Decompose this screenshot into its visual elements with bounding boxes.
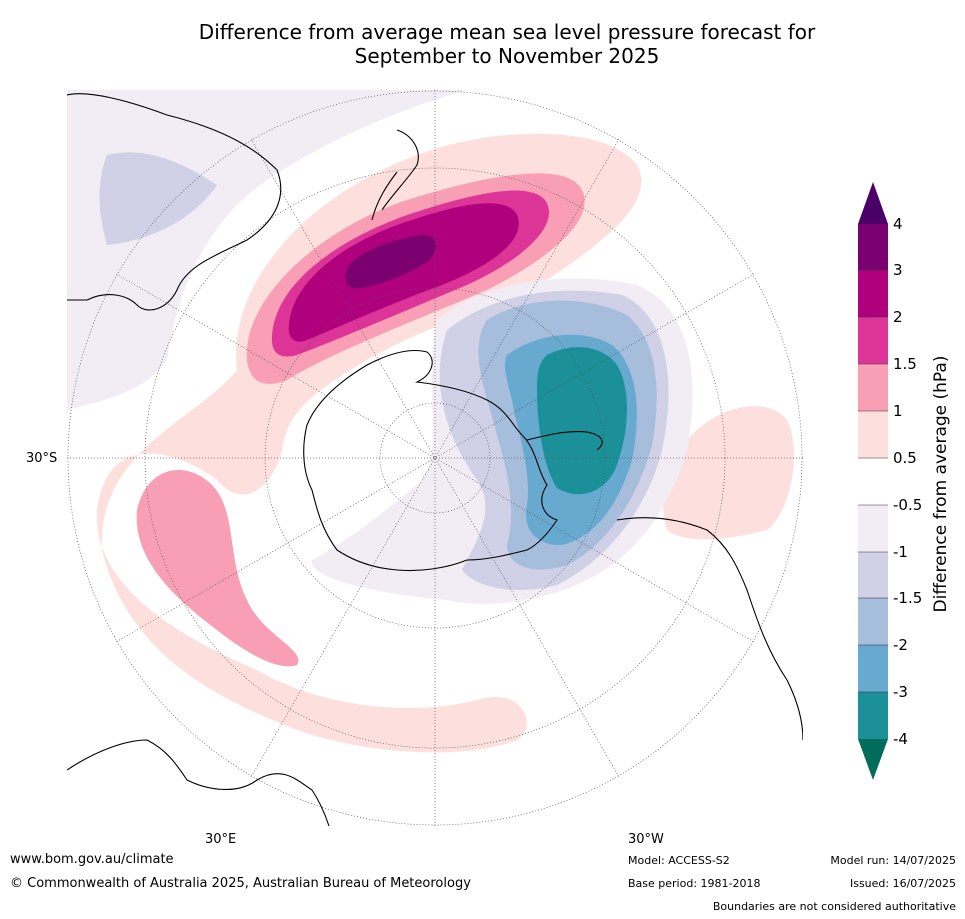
colorbar-bottom-extend: [858, 739, 888, 780]
colorbar-bin-neg15-neg2: [858, 598, 888, 645]
latitude-label: 30°S: [26, 451, 58, 466]
footer-disclaimer: Boundaries are not considered authoritat…: [712, 900, 956, 913]
colorbar-bin-neg1-neg15: [858, 552, 888, 598]
new-zealand-coast: [371, 129, 419, 221]
colorbar-top-extend: [858, 182, 888, 224]
footer-issued: Issued: 16/07/2025: [849, 877, 956, 890]
colorbar-title: Difference from average (hPa): [931, 355, 951, 613]
colorbar-bin-05-1: [858, 411, 888, 458]
title-line-2: September to November 2025: [354, 44, 660, 68]
colorbar-tick-3: 3: [893, 261, 903, 279]
colorbar-tick-4: 4: [893, 215, 903, 233]
footer-model: Model: ACCESS-S2: [628, 854, 730, 867]
colorbar-bin-1-15: [858, 364, 888, 411]
colorbar-bin-neg2-neg3: [858, 645, 888, 692]
polar-map: [67, 90, 803, 826]
anomaly-neg1-australia: [99, 152, 217, 245]
longitude-label-30e: 30°E: [205, 832, 237, 847]
colorbar-tick-neg1-5: -1.5: [893, 589, 923, 607]
colorbar-tick-neg3: -3: [893, 683, 908, 701]
anomaly-fields: [67, 90, 795, 753]
colorbar-bin-neutral: [858, 458, 888, 505]
longitude-label-30w: 30°W: [628, 832, 664, 847]
colorbar-tick-neg4: -4: [893, 730, 908, 748]
coastlines: [67, 93, 803, 826]
graticule: [67, 90, 803, 826]
footer-base-period: Base period: 1981-2018: [628, 877, 761, 890]
title-line-1: Difference from average mean sea level p…: [198, 20, 816, 44]
colorbar-bin-2-3: [858, 270, 888, 317]
anomaly-pos3-nz: [345, 234, 437, 289]
anomaly-pos1-africa: [136, 470, 299, 667]
australia-coast: [67, 93, 282, 311]
colorbar-tick-neg0-5: -0.5: [893, 496, 923, 514]
map-panel: [67, 90, 803, 826]
colorbar-tick-neg2: -2: [893, 636, 908, 654]
colorbar-bin-3-4: [858, 224, 888, 270]
south-america-coast: [616, 517, 803, 741]
antarctica-coast: [303, 349, 558, 572]
colorbar-tick-1-5: 1.5: [893, 355, 917, 373]
colorbar-bin-15-2: [858, 317, 888, 364]
anomaly-neg3-bellingshausen: [537, 347, 627, 495]
africa-coast: [67, 739, 330, 826]
chart-title: Difference from average mean sea level p…: [140, 20, 874, 68]
colorbar-tick-neg1: -1: [893, 543, 908, 561]
colorbar-tick-1: 1: [893, 402, 903, 420]
colorbar: [858, 182, 888, 780]
colorbar-tick-0-5: 0.5: [893, 449, 917, 467]
colorbar-bin-neg3-neg4: [858, 692, 888, 739]
footer-website: www.bom.gov.au/climate: [10, 852, 174, 867]
colorbar-tick-2: 2: [893, 308, 903, 326]
anomaly-pos05-samerica: [663, 406, 795, 540]
footer-copyright: © Commonwealth of Australia 2025, Austra…: [10, 876, 471, 891]
footer-model-run: Model run: 14/07/2025: [830, 854, 956, 867]
antarctic-peninsula-coast: [526, 431, 603, 451]
colorbar-bin-neg05-neg1: [858, 505, 888, 552]
